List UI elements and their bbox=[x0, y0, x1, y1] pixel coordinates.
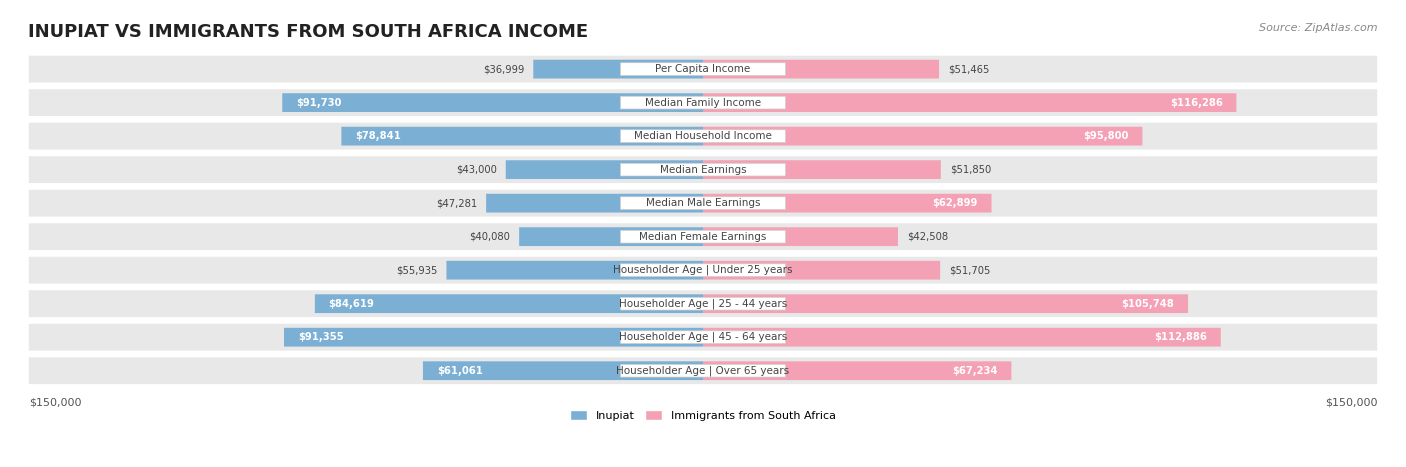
FancyBboxPatch shape bbox=[28, 156, 1378, 183]
Text: $112,886: $112,886 bbox=[1154, 332, 1206, 342]
Text: INUPIAT VS IMMIGRANTS FROM SOUTH AFRICA INCOME: INUPIAT VS IMMIGRANTS FROM SOUTH AFRICA … bbox=[28, 23, 588, 42]
FancyBboxPatch shape bbox=[703, 361, 1011, 380]
Text: $62,899: $62,899 bbox=[932, 198, 977, 208]
FancyBboxPatch shape bbox=[506, 160, 703, 179]
Text: $91,730: $91,730 bbox=[297, 98, 342, 107]
FancyBboxPatch shape bbox=[620, 331, 786, 344]
FancyBboxPatch shape bbox=[703, 261, 941, 280]
Text: Source: ZipAtlas.com: Source: ZipAtlas.com bbox=[1260, 23, 1378, 33]
FancyBboxPatch shape bbox=[423, 361, 703, 380]
FancyBboxPatch shape bbox=[703, 160, 941, 179]
Text: $150,000: $150,000 bbox=[1324, 397, 1378, 408]
Text: Householder Age | Over 65 years: Householder Age | Over 65 years bbox=[616, 366, 790, 376]
FancyBboxPatch shape bbox=[342, 127, 703, 146]
Text: $42,508: $42,508 bbox=[907, 232, 948, 241]
FancyBboxPatch shape bbox=[703, 194, 991, 212]
FancyBboxPatch shape bbox=[620, 130, 786, 142]
Text: $78,841: $78,841 bbox=[356, 131, 401, 141]
Text: Median Earnings: Median Earnings bbox=[659, 165, 747, 175]
Text: $43,000: $43,000 bbox=[456, 165, 496, 175]
Text: $55,935: $55,935 bbox=[396, 265, 437, 275]
FancyBboxPatch shape bbox=[28, 56, 1378, 83]
FancyBboxPatch shape bbox=[620, 197, 786, 210]
Text: Householder Age | Under 25 years: Householder Age | Under 25 years bbox=[613, 265, 793, 276]
Text: Per Capita Income: Per Capita Income bbox=[655, 64, 751, 74]
Text: $95,800: $95,800 bbox=[1083, 131, 1129, 141]
FancyBboxPatch shape bbox=[447, 261, 703, 280]
Text: Householder Age | 25 - 44 years: Householder Age | 25 - 44 years bbox=[619, 298, 787, 309]
FancyBboxPatch shape bbox=[620, 63, 786, 76]
Text: $150,000: $150,000 bbox=[28, 397, 82, 408]
FancyBboxPatch shape bbox=[284, 328, 703, 347]
FancyBboxPatch shape bbox=[620, 230, 786, 243]
Text: $84,619: $84,619 bbox=[329, 299, 374, 309]
FancyBboxPatch shape bbox=[28, 290, 1378, 317]
FancyBboxPatch shape bbox=[703, 93, 1236, 112]
FancyBboxPatch shape bbox=[620, 96, 786, 109]
Text: $36,999: $36,999 bbox=[482, 64, 524, 74]
FancyBboxPatch shape bbox=[486, 194, 703, 212]
Text: $51,465: $51,465 bbox=[948, 64, 990, 74]
Text: $67,234: $67,234 bbox=[952, 366, 998, 376]
FancyBboxPatch shape bbox=[703, 127, 1143, 146]
FancyBboxPatch shape bbox=[703, 60, 939, 78]
FancyBboxPatch shape bbox=[283, 93, 703, 112]
FancyBboxPatch shape bbox=[28, 257, 1378, 283]
Legend: Inupiat, Immigrants from South Africa: Inupiat, Immigrants from South Africa bbox=[565, 406, 841, 425]
FancyBboxPatch shape bbox=[28, 357, 1378, 384]
Text: $51,705: $51,705 bbox=[949, 265, 991, 275]
FancyBboxPatch shape bbox=[620, 163, 786, 176]
FancyBboxPatch shape bbox=[28, 89, 1378, 116]
FancyBboxPatch shape bbox=[28, 190, 1378, 217]
Text: Householder Age | 45 - 64 years: Householder Age | 45 - 64 years bbox=[619, 332, 787, 342]
FancyBboxPatch shape bbox=[620, 264, 786, 276]
FancyBboxPatch shape bbox=[28, 324, 1378, 351]
FancyBboxPatch shape bbox=[703, 328, 1220, 347]
FancyBboxPatch shape bbox=[620, 364, 786, 377]
FancyBboxPatch shape bbox=[28, 123, 1378, 149]
FancyBboxPatch shape bbox=[315, 294, 703, 313]
Text: Median Household Income: Median Household Income bbox=[634, 131, 772, 141]
FancyBboxPatch shape bbox=[28, 223, 1378, 250]
FancyBboxPatch shape bbox=[519, 227, 703, 246]
Text: $51,850: $51,850 bbox=[950, 165, 991, 175]
Text: $105,748: $105,748 bbox=[1122, 299, 1174, 309]
Text: $61,061: $61,061 bbox=[437, 366, 482, 376]
Text: $40,080: $40,080 bbox=[470, 232, 510, 241]
Text: Median Family Income: Median Family Income bbox=[645, 98, 761, 107]
Text: $116,286: $116,286 bbox=[1170, 98, 1223, 107]
FancyBboxPatch shape bbox=[703, 227, 898, 246]
FancyBboxPatch shape bbox=[703, 294, 1188, 313]
FancyBboxPatch shape bbox=[533, 60, 703, 78]
Text: $47,281: $47,281 bbox=[436, 198, 477, 208]
Text: Median Male Earnings: Median Male Earnings bbox=[645, 198, 761, 208]
FancyBboxPatch shape bbox=[620, 297, 786, 310]
Text: Median Female Earnings: Median Female Earnings bbox=[640, 232, 766, 241]
Text: $91,355: $91,355 bbox=[298, 332, 343, 342]
